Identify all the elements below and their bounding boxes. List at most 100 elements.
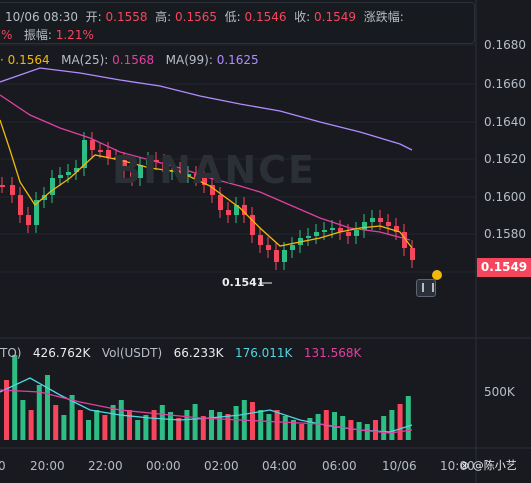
candle-body (394, 226, 399, 232)
time-tick-label: 00:00 (146, 459, 181, 473)
candle-body (370, 218, 375, 222)
volume-token-value: 426.762K (32, 346, 91, 360)
volume-bar (184, 410, 190, 440)
volume-bar (225, 414, 231, 440)
volume-bar (315, 414, 321, 440)
open-label: 开: (85, 10, 102, 24)
candle-body (0, 185, 5, 187)
candle-body (362, 222, 367, 230)
ohlc-row: 10/06 08:30 开: 0.1558 高: 0.1565 低: 0.154… (5, 8, 404, 25)
ma7-value: · 0.1564 (0, 53, 50, 67)
volume-legend: TO) 426.762K Vol(USDT) 66.233K 176.011K … (0, 346, 361, 360)
candle-body (282, 250, 287, 262)
volume-bar (4, 380, 9, 440)
low-label: 低: (224, 10, 241, 24)
volume-bar (364, 424, 370, 440)
candle-body (258, 235, 263, 245)
volume-bar (69, 395, 75, 440)
candle-body (410, 248, 415, 260)
candle-body (194, 174, 199, 178)
candle-body (242, 205, 247, 215)
candle-body (10, 185, 15, 195)
volume-bar (209, 410, 214, 440)
candle-body (226, 210, 231, 215)
volume-bar (110, 405, 116, 440)
volume-bar (348, 420, 354, 440)
candle-body (82, 140, 87, 168)
candle-body (354, 230, 359, 236)
candle-body (162, 162, 167, 172)
candle-body (322, 230, 327, 232)
volume-bar (36, 385, 42, 440)
volume-bar (373, 420, 378, 440)
candle-body (138, 165, 143, 178)
candle-body (26, 215, 31, 225)
high-label: 高: (155, 10, 172, 24)
volume-bar (356, 422, 362, 440)
ma7-line (0, 119, 413, 249)
volume-bar (200, 416, 206, 440)
time-tick-label: 10:00 (440, 459, 475, 473)
candle-body (186, 174, 191, 176)
volume-bar (274, 410, 280, 440)
volume-bar (53, 405, 59, 440)
candle-body (266, 245, 271, 250)
volume-usdt-value: 66.233K (173, 346, 224, 360)
volume-bar (77, 410, 83, 440)
candle-body (386, 222, 391, 226)
volume-bar (127, 410, 132, 440)
candle-body (154, 160, 159, 162)
volume-bar (12, 355, 18, 440)
candle-body (402, 232, 407, 248)
volume-bar (143, 415, 149, 440)
volume-token-label: TO) (0, 346, 22, 360)
amplitude-row: % 振幅: 1.21% (1, 26, 94, 43)
volume-bar (94, 410, 100, 440)
candle-body (378, 218, 383, 222)
candle-body (234, 205, 239, 215)
alert-dot-icon[interactable] (432, 270, 442, 280)
volume-bar (159, 405, 165, 440)
ohlc-info-panel: 10/06 08:30 开: 0.1558 高: 0.1565 低: 0.154… (0, 2, 475, 44)
volume-bar (86, 420, 91, 440)
change-value-partial: % (1, 28, 13, 42)
volume-ma10-value: 131.568K (303, 346, 362, 360)
price-tick-label: 0.1580 (484, 227, 526, 241)
candle-body (290, 245, 295, 250)
volume-bar (168, 412, 173, 440)
volume-bar (102, 415, 108, 440)
order-book-icon[interactable] (416, 279, 436, 297)
volume-bar (176, 418, 182, 440)
candle-body (98, 150, 103, 152)
candle-body (218, 195, 223, 210)
candle-body (114, 157, 119, 160)
candle-body (202, 178, 207, 185)
time-tick-label: 06:00 (322, 459, 357, 473)
volume-bar (135, 420, 141, 440)
volume-bar (405, 396, 411, 440)
candle-body (18, 195, 23, 215)
candle-body (90, 140, 95, 150)
candle-body (314, 232, 319, 236)
time-tick-label: 22:00 (88, 459, 123, 473)
current-price-tag: 0.1549 (477, 258, 531, 277)
volume-bar (291, 420, 296, 440)
volume-bar (397, 404, 403, 440)
price-tick-label: 0.1640 (484, 115, 526, 129)
source-credit: ⊗ @陈小艺 (460, 459, 517, 472)
ma99-label: MA(99): (165, 53, 213, 67)
volume-bar (282, 416, 288, 440)
candle-body (106, 150, 111, 157)
close-label: 收: (294, 10, 311, 24)
volume-bar (381, 416, 387, 440)
volume-bar (389, 410, 395, 440)
candle-body (66, 172, 71, 175)
open-value: 0.1558 (105, 10, 148, 24)
amplitude-label: 振幅: (23, 28, 52, 42)
volume-bar (118, 400, 124, 440)
ma99-value: 0.1625 (216, 53, 259, 67)
time-tick-label: 20:00 (30, 459, 65, 473)
datetime: 10/06 08:30 (5, 10, 78, 24)
